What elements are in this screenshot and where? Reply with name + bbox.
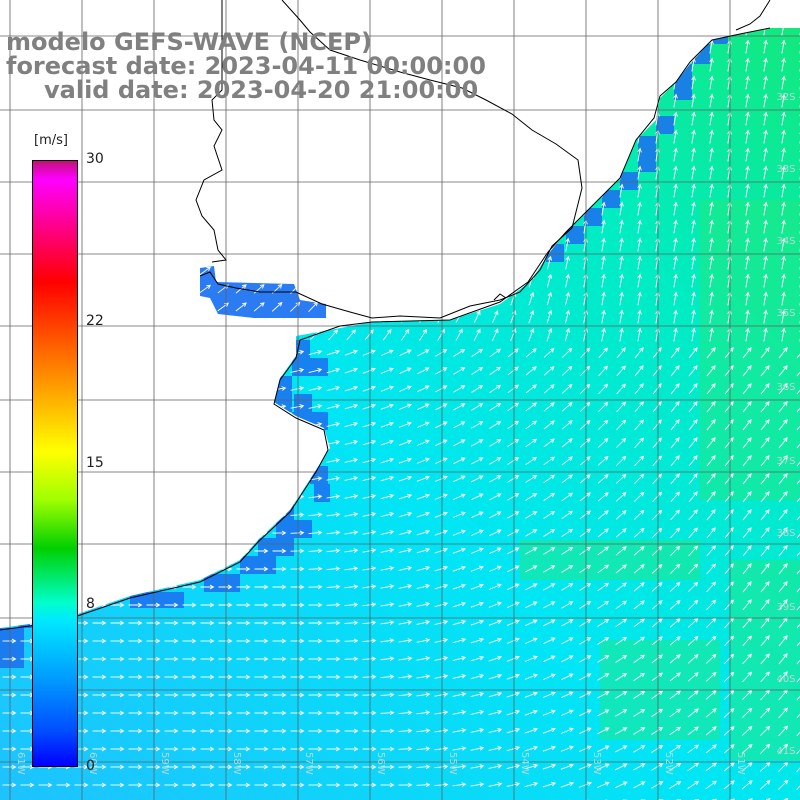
lon-label: 53W bbox=[591, 752, 602, 775]
map-title: modelo GEFS-WAVE (NCEP) forecast date: 2… bbox=[6, 30, 486, 102]
lat-label: 41S bbox=[776, 746, 795, 757]
lat-label: 32S bbox=[776, 92, 795, 103]
lon-label: 57W bbox=[303, 752, 314, 775]
valid-date: valid date: 2023-04-20 21:00:00 bbox=[44, 76, 479, 104]
coastline bbox=[0, 0, 771, 631]
forecast-date: forecast date: 2023-04-11 00:00:00 bbox=[6, 52, 486, 80]
lon-label: 54W bbox=[519, 752, 530, 775]
lat-label: 34S bbox=[776, 236, 795, 247]
lat-label: 37S bbox=[776, 456, 795, 467]
lon-label: 61W bbox=[15, 752, 26, 775]
lon-label: 55W bbox=[447, 752, 458, 775]
lon-label: 51W bbox=[735, 752, 746, 775]
lon-label: 56W bbox=[375, 752, 386, 775]
lon-label: 58W bbox=[231, 752, 242, 775]
lon-label: 59W bbox=[159, 752, 170, 775]
lat-label: 35S bbox=[776, 308, 795, 319]
latitude-labels: 32S 33S 34S 35S 36S 37S 38S 39S 40S 41S bbox=[776, 92, 795, 757]
lat-label: 33S bbox=[776, 164, 795, 175]
model-name: modelo GEFS-WAVE (NCEP) bbox=[6, 28, 372, 56]
lat-label: 38S bbox=[776, 528, 795, 539]
longitude-labels: 61W 60W 59W 58W 57W 56W 55W 54W 53W 52W 51W bbox=[15, 752, 746, 775]
lat-label: 40S bbox=[776, 674, 795, 685]
lat-label: 36S bbox=[776, 382, 795, 393]
lon-label: 60W bbox=[87, 752, 98, 775]
lat-label: 39S bbox=[776, 602, 795, 613]
lon-label: 52W bbox=[663, 752, 674, 775]
